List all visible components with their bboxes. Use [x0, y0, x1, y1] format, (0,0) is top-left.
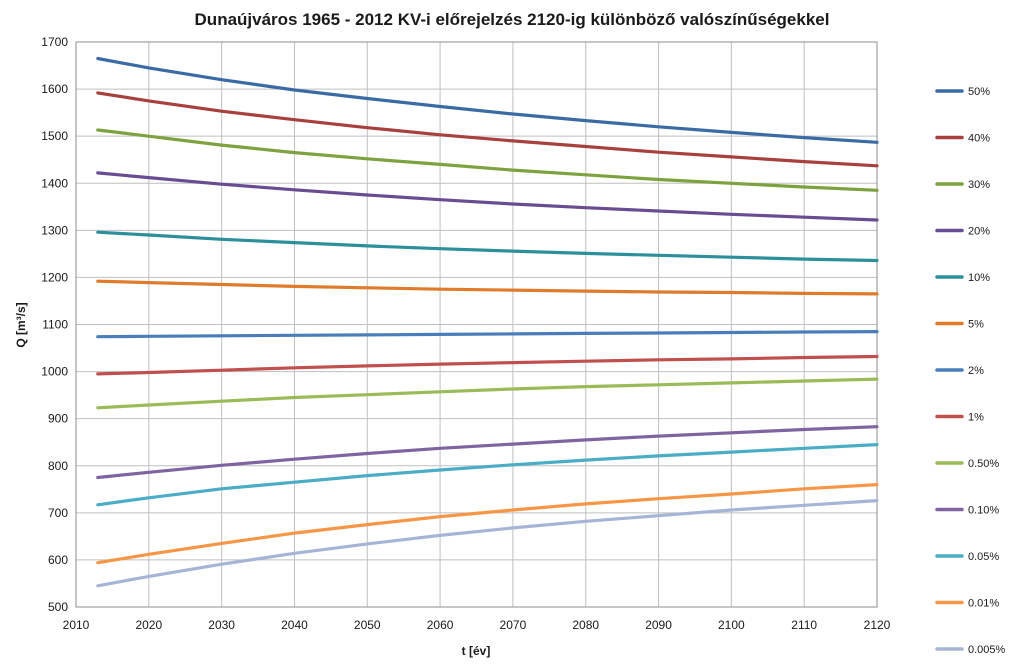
x-tick-label: 2050: [354, 618, 381, 632]
series-line-0.50%: [96, 377, 879, 410]
x-tick-label: 2090: [645, 618, 672, 632]
y-tick-label: 700: [48, 506, 68, 520]
legend-item: 5%: [935, 319, 984, 331]
x-tick-label: 2020: [135, 618, 162, 632]
legend-label: 40%: [968, 133, 990, 145]
series-line-0.005%: [96, 499, 879, 588]
legend-item: 0.50%: [935, 458, 999, 470]
y-tick-label: 500: [48, 600, 68, 614]
legend-label: 0.50%: [968, 458, 999, 470]
y-tick-label: 1300: [41, 223, 68, 237]
series-line-0.10%: [96, 425, 879, 480]
legend-label: 1%: [968, 412, 984, 424]
y-tick-label: 1600: [41, 82, 68, 96]
legend-item: 50%: [935, 86, 990, 98]
legend-label: 2%: [968, 365, 984, 377]
y-tick-label: 1400: [41, 176, 68, 190]
x-tick-label: 2080: [572, 618, 599, 632]
x-tick-label: 2010: [63, 618, 90, 632]
legend-label: 10%: [968, 272, 990, 284]
legend-label: 5%: [968, 319, 984, 331]
x-tick-label: 2030: [208, 618, 235, 632]
y-tick-label: 1100: [42, 318, 68, 332]
legend-item: 0.10%: [935, 505, 999, 517]
legend-item: 30%: [935, 179, 990, 191]
legend-label: 30%: [968, 179, 990, 191]
legend-label: 20%: [968, 226, 990, 238]
chart-title: Dunaújváros 1965 - 2012 KV-i előrejelzés…: [195, 10, 830, 29]
series-line-10%: [96, 230, 879, 263]
legend-item: 0.05%: [935, 551, 999, 563]
series-lines: [96, 56, 879, 588]
x-tick-label: 2100: [718, 618, 745, 632]
legend: 50% 40% 30% 20% 10% 5% 2% 1% 0.50% 0.10% 0.05% 0.01…: [935, 86, 1006, 656]
legend-label: 50%: [968, 86, 990, 98]
legend-item: 0.005%: [935, 644, 1006, 656]
series-line-5%: [96, 279, 879, 296]
y-tick-label: 1000: [41, 365, 68, 379]
legend-label: 0.05%: [968, 551, 999, 563]
series-line-40%: [96, 91, 879, 168]
y-tick-label: 1200: [41, 270, 68, 284]
x-axis-title: t [év]: [462, 644, 491, 658]
y-tick-label: 900: [48, 412, 68, 426]
legend-item: 10%: [935, 272, 990, 284]
series-line-0.01%: [96, 483, 879, 565]
series-line-50%: [96, 56, 879, 144]
legend-label: 0.01%: [968, 598, 999, 610]
x-tick-label: 2040: [281, 618, 308, 632]
legend-item: 0.01%: [935, 598, 999, 610]
y-tick-label: 1500: [41, 129, 68, 143]
series-line-0.05%: [96, 443, 879, 507]
x-tick-label: 2060: [427, 618, 454, 632]
plot-area-frame: [75, 41, 878, 608]
y-tick-label: 800: [48, 459, 68, 473]
legend-item: 20%: [935, 226, 990, 238]
x-tick-label: 2070: [500, 618, 527, 632]
grid-lines: [75, 41, 878, 608]
series-line-20%: [96, 171, 879, 222]
legend-item: 40%: [935, 133, 990, 145]
legend-label: 0.10%: [968, 505, 999, 517]
x-tick-label: 2110: [791, 618, 817, 632]
legend-label: 0.005%: [968, 644, 1006, 656]
series-line-2%: [96, 330, 879, 339]
x-tick-label: 2120: [864, 618, 891, 632]
series-line-1%: [96, 354, 879, 376]
y-tick-label: 1700: [41, 35, 68, 49]
series-line-30%: [96, 128, 879, 192]
legend-item: 2%: [935, 365, 984, 377]
y-axis-tick-labels: 500 600 700 800 900 1000 1100 1200 1300 1400 1500 1…: [41, 35, 68, 614]
y-axis-title: Q [m³/s]: [14, 302, 28, 347]
legend-item: 1%: [935, 412, 984, 424]
y-tick-label: 600: [48, 553, 68, 567]
x-axis-tick-labels: 2010 2020 2030 2040 2050 2060 2070 2080 2090 2100…: [63, 618, 891, 632]
